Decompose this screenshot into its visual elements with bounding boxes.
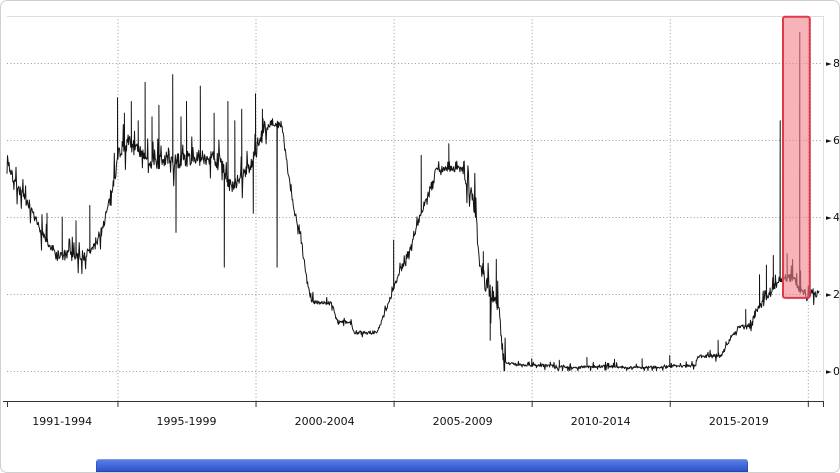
- x-axis-label-2010: 2010-2014: [571, 415, 631, 428]
- y-axis-label-2: 2: [833, 288, 840, 301]
- rate-line-series: [6, 31, 820, 372]
- y-axis-arrow-icon-8: ►: [826, 59, 832, 68]
- x-axis-label-2000: 2000-2004: [295, 415, 355, 428]
- x-axis-label-1991: 1991-1994: [32, 415, 92, 428]
- y-axis-label-0: 0: [833, 365, 840, 378]
- y-axis-label-6: 6: [833, 134, 840, 147]
- highlight-box: [782, 15, 811, 299]
- y-axis-label-8: 8: [833, 57, 840, 70]
- y-axis-arrow-icon-4: ►: [826, 213, 832, 222]
- y-axis-arrow-icon-2: ►: [826, 290, 832, 299]
- y-axis-arrow-icon-0: ►: [826, 367, 832, 376]
- taskbar-fragment: [96, 459, 748, 472]
- y-axis-label-4: 4: [833, 211, 840, 224]
- x-axis-label-2005: 2005-2009: [433, 415, 493, 428]
- x-axis-label-2015: 2015-2019: [709, 415, 769, 428]
- y-axis-arrow-icon-6: ►: [826, 136, 832, 145]
- x-axis-label-1995: 1995-1999: [157, 415, 217, 428]
